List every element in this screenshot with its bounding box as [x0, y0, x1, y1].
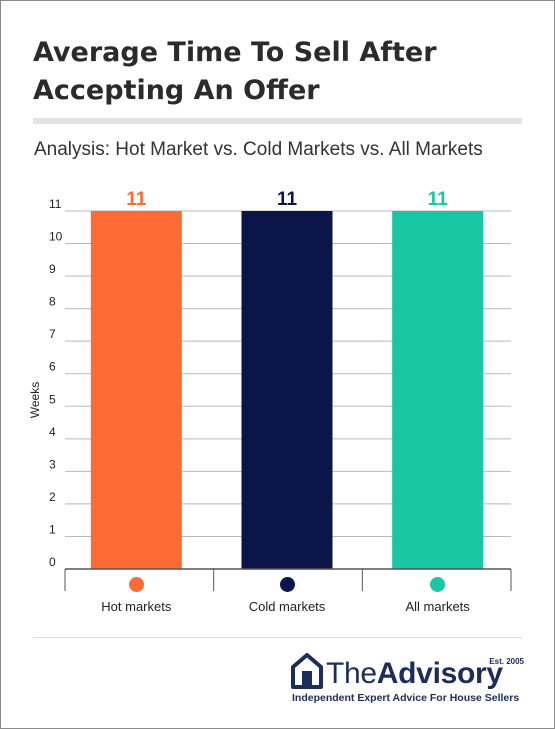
y-tick-label: 10 — [49, 230, 63, 244]
bar-all-markets — [392, 211, 484, 569]
house-icon — [291, 653, 323, 689]
data-label: 11 — [428, 189, 449, 210]
y-tick-label: 11 — [49, 197, 62, 211]
legend-item: Hot markets — [71, 577, 201, 616]
chart-title: Average Time To Sell After Accepting An … — [33, 37, 437, 106]
bar-cold-markets — [241, 211, 333, 569]
data-label: 11 — [126, 189, 147, 210]
brand-tagline: Independent Expert Advice For House Sell… — [292, 692, 520, 704]
bar-hot-markets — [90, 211, 182, 569]
y-tick-label: 3 — [49, 457, 56, 471]
y-tick-label: 1 — [49, 522, 56, 536]
legend-label: Hot markets — [101, 599, 172, 614]
legend-dot — [128, 577, 144, 592]
brand-established: Est. 2005 — [489, 657, 524, 666]
y-tick-label: 6 — [49, 360, 56, 374]
footer-divider — [33, 637, 522, 638]
brand-name-bold: Advisory — [376, 657, 503, 690]
y-tick-label: 4 — [49, 425, 56, 439]
chart-subtitle: Analysis: Hot Market vs. Cold Markets vs… — [34, 139, 483, 160]
legend-dot — [430, 577, 446, 592]
y-tick-label: 2 — [49, 490, 56, 504]
data-label: 11 — [277, 189, 298, 210]
legend-label: All markets — [405, 599, 470, 614]
y-tick-label: 0 — [49, 555, 56, 569]
title-divider — [33, 118, 522, 124]
y-tick-label: 7 — [49, 327, 56, 341]
legend-item: Cold markets — [222, 577, 352, 616]
y-tick-label: 8 — [49, 295, 56, 309]
legend-item: All markets — [373, 577, 503, 616]
y-tick-label: 9 — [49, 262, 56, 276]
brand-name-light: The — [326, 657, 377, 690]
brand-name: TheAdvisory — [326, 657, 503, 691]
y-axis-label: Weeks — [28, 382, 42, 418]
brand-logo: TheAdvisory Est. 2005 Independent Expert… — [291, 653, 526, 709]
bar-chart: 0 1 2 3 4 5 6 7 8 9 10 11 Weeks 11 11 11 — [28, 189, 512, 591]
legend-label: Cold markets — [248, 599, 326, 614]
legend-dot — [279, 577, 295, 592]
y-tick-label: 5 — [49, 392, 56, 406]
